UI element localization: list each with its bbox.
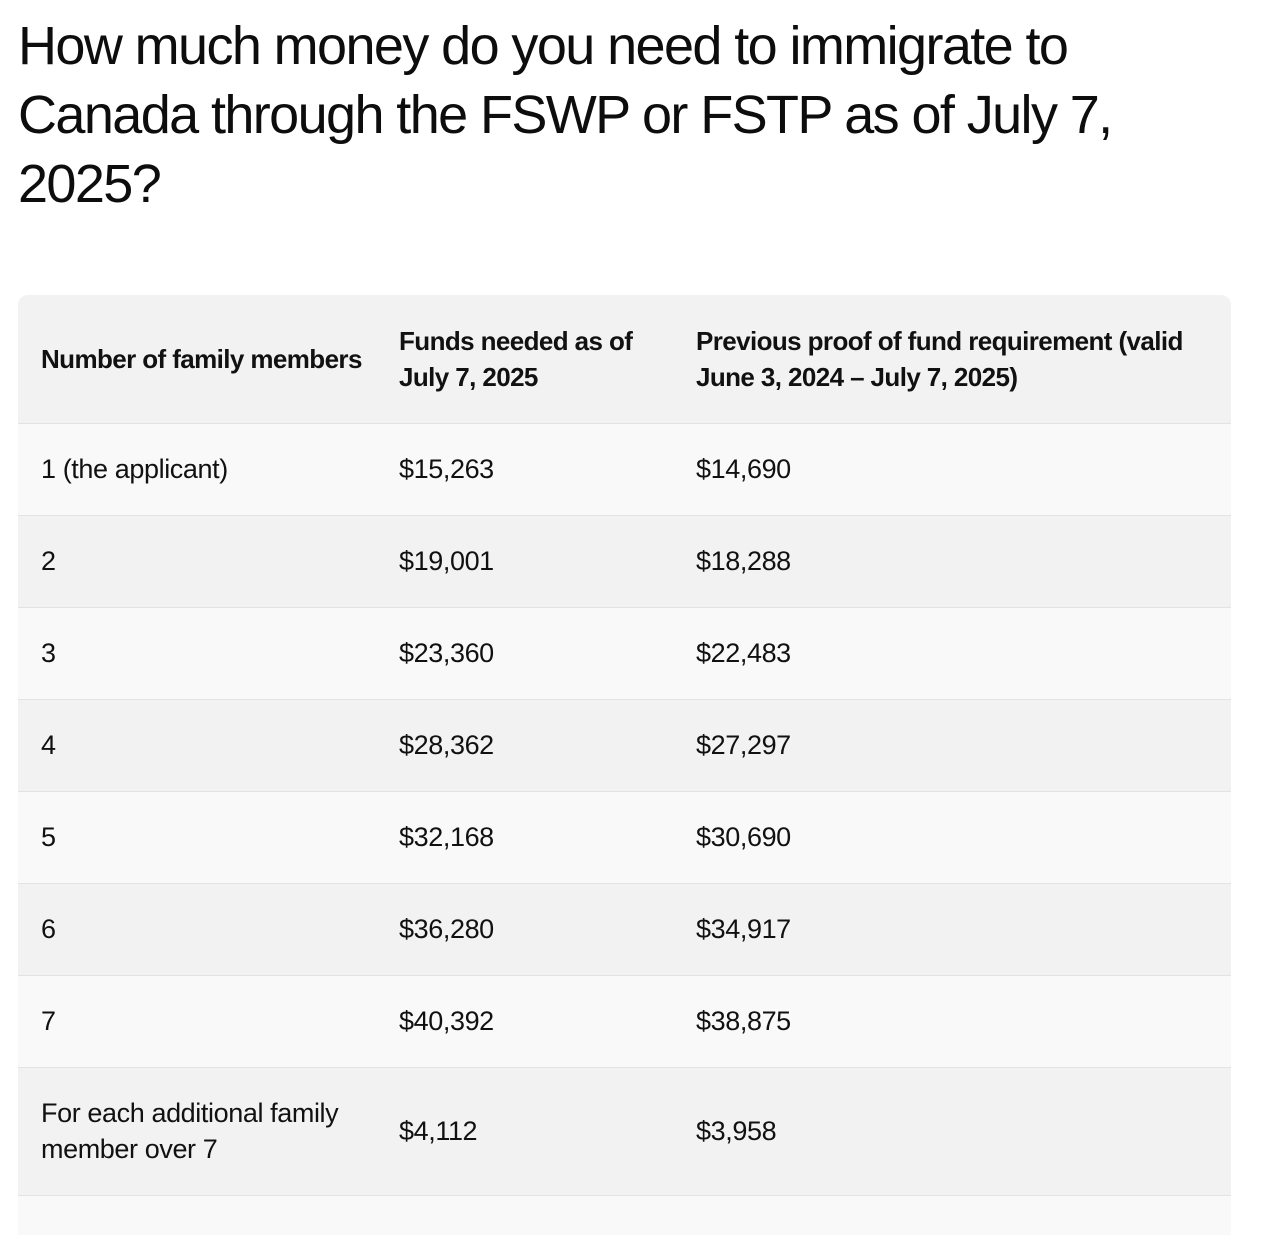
- table-body: 1 (the applicant) $15,263 $14,690 2 $19,…: [18, 423, 1231, 1235]
- cell-family-members: 1 (the applicant): [18, 423, 376, 515]
- empty-cell: [18, 1195, 376, 1235]
- header-funds-needed: Funds needed as of July 7, 2025: [376, 295, 674, 423]
- table-row: 5 $32,168 $30,690: [18, 791, 1231, 883]
- cell-family-members: 7: [18, 975, 376, 1067]
- cell-funds-needed: $15,263: [376, 423, 674, 515]
- table-row: 6 $36,280 $34,917: [18, 883, 1231, 975]
- header-row: Number of family members Funds needed as…: [18, 295, 1231, 423]
- cell-family-members: For each additional family member over 7: [18, 1067, 376, 1195]
- cell-family-members: 6: [18, 883, 376, 975]
- table-row: For each additional family member over 7…: [18, 1067, 1231, 1195]
- cell-family-members: 5: [18, 791, 376, 883]
- table-header: Number of family members Funds needed as…: [18, 295, 1231, 423]
- cell-family-members: 2: [18, 515, 376, 607]
- cell-previous-requirement: $38,875: [674, 975, 1231, 1067]
- table-row: 3 $23,360 $22,483: [18, 607, 1231, 699]
- cell-previous-requirement: $27,297: [674, 699, 1231, 791]
- cell-previous-requirement: $18,288: [674, 515, 1231, 607]
- cell-funds-needed: $36,280: [376, 883, 674, 975]
- cell-funds-needed: $40,392: [376, 975, 674, 1067]
- header-family-members: Number of family members: [18, 295, 376, 423]
- cell-previous-requirement: $22,483: [674, 607, 1231, 699]
- cell-funds-needed: $4,112: [376, 1067, 674, 1195]
- page-title: How much money do you need to immigrate …: [18, 12, 1248, 219]
- proof-of-funds-table: Number of family members Funds needed as…: [18, 295, 1231, 1235]
- table-row: 7 $40,392 $38,875: [18, 975, 1231, 1067]
- cell-funds-needed: $19,001: [376, 515, 674, 607]
- empty-cell: [674, 1195, 1231, 1235]
- table-row-partial: [18, 1195, 1231, 1235]
- cell-funds-needed: $28,362: [376, 699, 674, 791]
- funds-table-container: Number of family members Funds needed as…: [18, 295, 1231, 1255]
- cell-funds-needed: $23,360: [376, 607, 674, 699]
- cell-family-members: 3: [18, 607, 376, 699]
- cell-previous-requirement: $3,958: [674, 1067, 1231, 1195]
- cell-family-members: 4: [18, 699, 376, 791]
- table-row: 1 (the applicant) $15,263 $14,690: [18, 423, 1231, 515]
- header-previous-requirement: Previous proof of fund requirement (vali…: [674, 295, 1231, 423]
- table-row: 4 $28,362 $27,297: [18, 699, 1231, 791]
- cell-funds-needed: $32,168: [376, 791, 674, 883]
- cell-previous-requirement: $30,690: [674, 791, 1231, 883]
- cell-previous-requirement: $14,690: [674, 423, 1231, 515]
- cell-previous-requirement: $34,917: [674, 883, 1231, 975]
- table-row: 2 $19,001 $18,288: [18, 515, 1231, 607]
- empty-cell: [376, 1195, 674, 1235]
